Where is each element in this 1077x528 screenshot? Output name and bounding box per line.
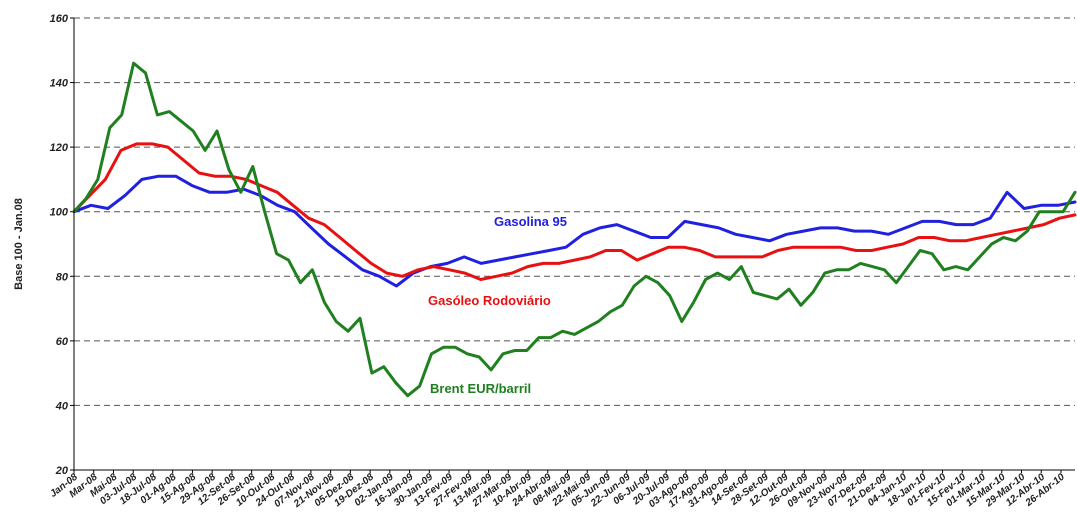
y-tick-label: 100 [50,207,69,219]
series-lines [72,61,1077,398]
y-tick-label: 40 [55,400,69,412]
series-label-gasolina: Gasolina 95 [494,214,567,229]
series-line-1 [72,142,1077,281]
y-tick-label: 120 [50,142,69,154]
series-line-2 [72,61,1077,398]
y-tick-label: 20 [55,465,69,477]
y-tick-label: 160 [50,13,69,25]
axes [73,18,1075,471]
series-label-gasoleo: Gasóleo Rodoviário [428,293,551,308]
series-label-brent: Brent EUR/barril [430,381,531,396]
y-tick-labels: 20 40 60 80 100 120 140 160 [50,13,69,477]
y-tick-label: 140 [50,78,69,90]
y-tick-label: 60 [56,336,69,348]
y-tick-label: 80 [56,271,69,283]
y-axis-label: Base 100 - Jan.08 [13,198,25,290]
gridlines [70,17,1075,471]
